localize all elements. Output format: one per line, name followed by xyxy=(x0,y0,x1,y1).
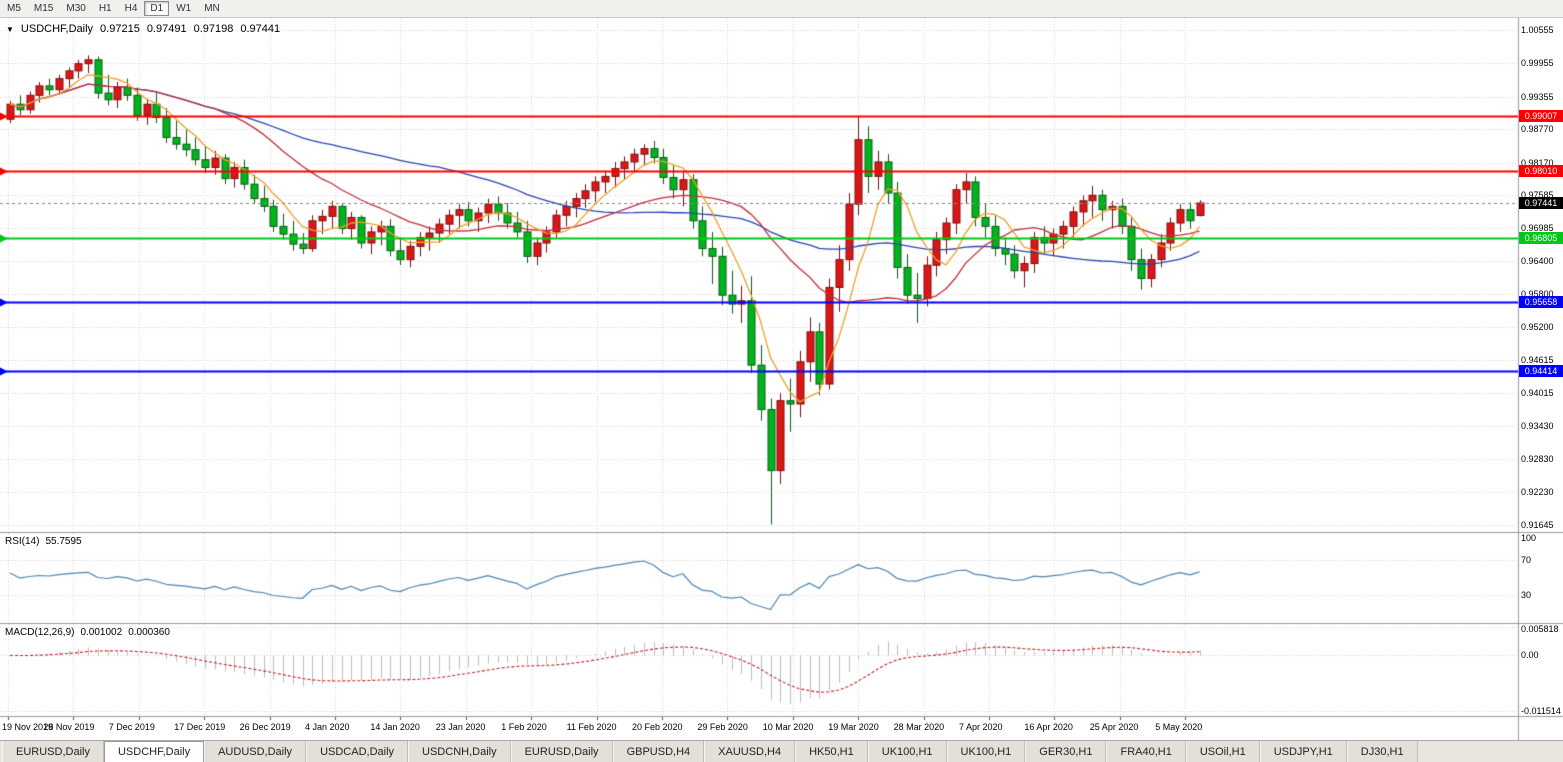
price-axis-label: 0.92830 xyxy=(1521,453,1554,464)
hline-price-badge[interactable]: 0.98010 xyxy=(1519,165,1563,178)
quote-open: 0.97215 xyxy=(100,23,140,35)
price-axis-label: 0.94615 xyxy=(1521,354,1554,365)
candlestick-chart-canvas[interactable] xyxy=(0,18,1563,740)
macd-axis-label: 0.00 xyxy=(1521,650,1539,661)
chart-area: ▼ USDCHF,Daily 0.97215 0.97491 0.97198 0… xyxy=(0,18,1563,740)
timeframe-button-m5[interactable]: M5 xyxy=(7,3,21,14)
chart-tab-xauusd-h4[interactable]: XAUUSD,H4 xyxy=(704,741,796,762)
time-axis-label: 28 Nov 2019 xyxy=(43,722,95,732)
time-axis-label: 25 Apr 2020 xyxy=(1089,722,1139,732)
chart-tab-usdcnh-daily[interactable]: USDCNH,Daily xyxy=(408,741,511,762)
price-axis-label: 0.94015 xyxy=(1521,388,1554,399)
time-axis-label: 19 Mar 2020 xyxy=(828,722,879,732)
macd-label: MACD(12,26,9) xyxy=(5,627,75,638)
chart-tab-fra40-h1[interactable]: FRA40,H1 xyxy=(1106,741,1186,762)
price-axis-label: 0.97585 xyxy=(1521,189,1554,200)
time-axis-label: 7 Apr 2020 xyxy=(959,722,1003,732)
time-axis-label: 4 Jan 2020 xyxy=(305,722,350,732)
timeframe-button-m15[interactable]: M15 xyxy=(33,3,54,14)
quote-low: 0.97198 xyxy=(193,23,234,35)
chart-tab-ger30-h1[interactable]: GER30,H1 xyxy=(1025,741,1107,762)
price-axis-label: 0.95200 xyxy=(1521,322,1554,333)
chart-tab-uk100-h1[interactable]: UK100,H1 xyxy=(867,741,947,762)
price-axis-label: 0.91645 xyxy=(1521,519,1554,530)
chart-tab-gbpusd-h4[interactable]: GBPUSD,H4 xyxy=(612,741,705,762)
rsi-value: 55.7595 xyxy=(45,536,82,547)
time-axis-label: 11 Feb 2020 xyxy=(566,722,617,732)
chart-tab-hk50-h1[interactable]: HK50,H1 xyxy=(795,741,868,762)
price-axis-label: 0.98170 xyxy=(1521,157,1554,168)
time-axis-label: 19 Nov 2019 xyxy=(2,722,54,732)
chart-tab-uk100-h1[interactable]: UK100,H1 xyxy=(946,741,1026,762)
time-axis-label: 10 Mar 2020 xyxy=(762,722,814,732)
timeframe-toolbar: M5 M15 M30 H1 H4 D1 W1 MN xyxy=(0,0,1563,18)
chart-tab-eurusd-daily[interactable]: EURUSD,Daily xyxy=(510,741,613,762)
chart-tab-eurusd-daily[interactable]: EURUSD,Daily xyxy=(2,741,104,762)
macd-indicator-header: MACD(12,26,9) 0.001002 0.000360 xyxy=(5,627,170,638)
price-axis-label: 0.99355 xyxy=(1521,91,1554,102)
hline-price-badge[interactable]: 0.96805 xyxy=(1519,232,1563,245)
chart-ohlc-header: ▼ USDCHF,Daily 0.97215 0.97491 0.97198 0… xyxy=(6,23,280,35)
price-axis-label: 0.98770 xyxy=(1521,124,1554,135)
hline-price-badge[interactable]: 0.99007 xyxy=(1519,110,1563,123)
time-axis-label: 17 Dec 2019 xyxy=(174,722,226,732)
timeframe-button-w1[interactable]: W1 xyxy=(176,3,192,14)
price-axis-label: 0.92230 xyxy=(1521,487,1554,498)
timeframe-button-h1[interactable]: H1 xyxy=(98,3,112,14)
rsi-indicator-header: RSI(14) 55.7595 xyxy=(5,536,82,547)
time-axis-label: 5 May 2020 xyxy=(1155,722,1203,732)
timeframe-button-d1[interactable]: D1 xyxy=(144,1,170,16)
time-axis-label: 16 Apr 2020 xyxy=(1024,722,1073,732)
chart-tabs-bar: EURUSD,Daily USDCHF,Daily AUDUSD,Daily USDC… xyxy=(0,740,1563,762)
price-axis-label: 0.99955 xyxy=(1521,58,1554,69)
chart-tab-usdchf-daily[interactable]: USDCHF,Daily xyxy=(103,741,205,762)
macd-value-main: 0.001002 xyxy=(80,627,123,638)
macd-axis-label: 0.005818 xyxy=(1521,624,1559,634)
chart-tab-dj30-h1[interactable]: DJ30,H1 xyxy=(1346,741,1418,762)
chart-tab-usoil-h1[interactable]: USOil,H1 xyxy=(1185,741,1260,762)
hline-price-badge[interactable]: 0.94414 xyxy=(1519,365,1563,378)
current-price-badge: 0.97441 xyxy=(1519,196,1563,209)
time-axis-label: 23 Jan 2020 xyxy=(435,722,486,732)
price-axis-label: 0.93430 xyxy=(1521,420,1554,431)
rsi-axis-label: 100 xyxy=(1521,533,1537,543)
time-axis-label: 14 Jan 2020 xyxy=(370,722,420,732)
macd-value-signal: 0.000360 xyxy=(128,627,170,638)
time-axis-label: 28 Mar 2020 xyxy=(893,722,945,732)
time-axis-label: 26 Dec 2019 xyxy=(239,722,291,732)
chart-tab-audusd-daily[interactable]: AUDUSD,Daily xyxy=(204,741,307,762)
price-axis-label: 0.96400 xyxy=(1521,255,1554,266)
chart-tab-usdjpy-h1[interactable]: USDJPY,H1 xyxy=(1259,741,1347,762)
price-axis-label: 0.95800 xyxy=(1521,289,1554,300)
quote-high: 0.97491 xyxy=(146,23,187,35)
symbol-dropdown-icon[interactable]: ▼ xyxy=(6,24,14,34)
rsi-axis-label: 30 xyxy=(1521,590,1532,601)
price-axis-label: 1.00555 xyxy=(1521,25,1554,36)
time-axis-label: 7 Dec 2019 xyxy=(108,722,155,732)
rsi-label: RSI(14) xyxy=(5,536,40,547)
time-axis-label: 1 Feb 2020 xyxy=(501,722,547,732)
chart-tab-usdcad-daily[interactable]: USDCAD,Daily xyxy=(306,741,409,762)
timeframe-button-m30[interactable]: M30 xyxy=(66,3,86,14)
time-axis-label: 20 Feb 2020 xyxy=(632,722,683,732)
price-axis-label: 0.96985 xyxy=(1521,223,1554,234)
rsi-axis-label: 70 xyxy=(1521,554,1532,565)
timeframe-button-h4[interactable]: H4 xyxy=(124,3,138,14)
macd-axis-label: -0.011514 xyxy=(1521,706,1561,717)
timeframe-button-mn[interactable]: MN xyxy=(204,3,220,14)
time-axis-label: 29 Feb 2020 xyxy=(697,722,748,732)
hline-price-badge[interactable]: 0.95658 xyxy=(1519,295,1563,308)
quote-close: 0.97441 xyxy=(240,23,281,35)
chart-symbol-label: USDCHF,Daily xyxy=(20,23,94,35)
